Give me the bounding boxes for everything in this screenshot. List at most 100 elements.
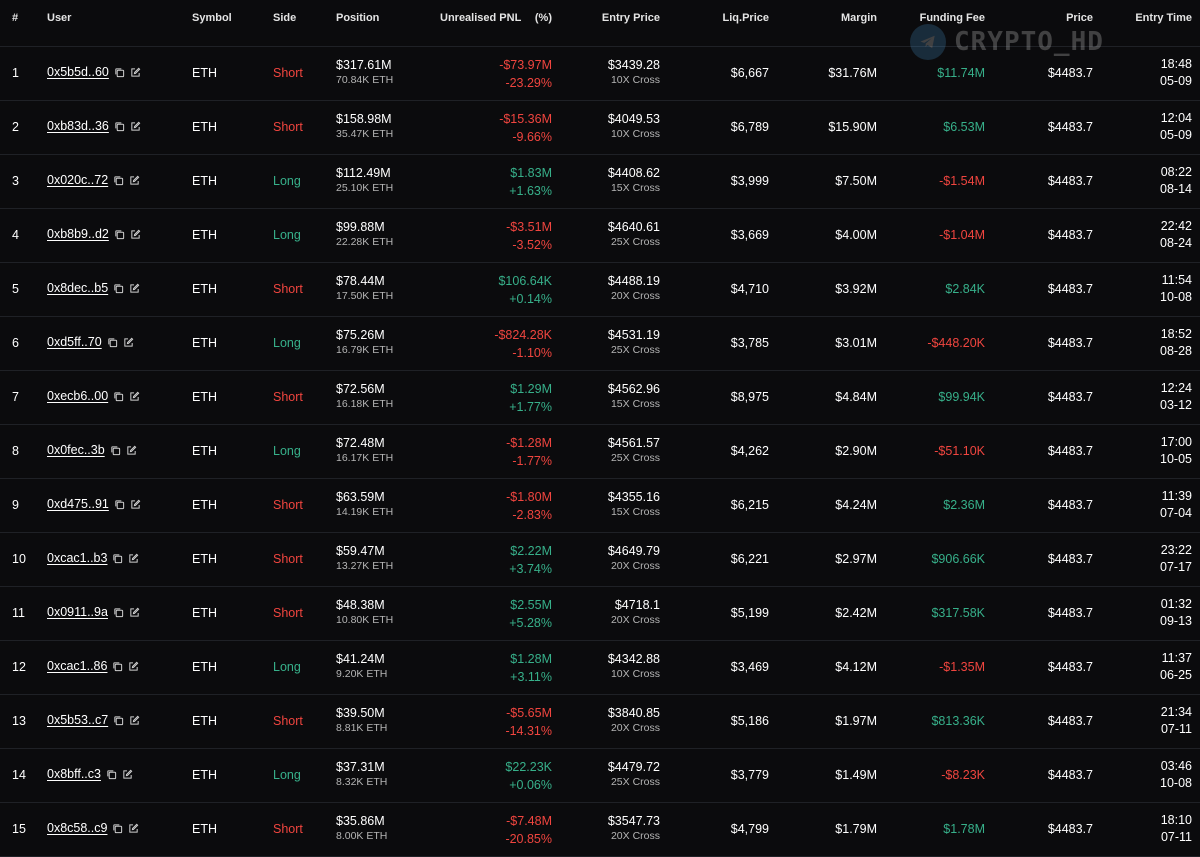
copy-icon[interactable]	[106, 769, 117, 780]
user-address-link[interactable]: 0x020c..72	[47, 173, 109, 187]
copy-icon[interactable]	[114, 229, 125, 240]
table-row[interactable]: 14 0x8bff..c3 ETH Long $37.31M 8.32K ETH…	[0, 749, 1200, 803]
edit-icon[interactable]	[126, 445, 137, 456]
copy-icon[interactable]	[113, 283, 124, 294]
user-address-link[interactable]: 0xb8b9..d2	[47, 227, 109, 241]
position-value: $158.98M	[336, 112, 392, 126]
user-address-link[interactable]: 0x5b53..c7	[47, 713, 109, 727]
table-row[interactable]: 8 0x0fec..3b ETH Long $72.48M 16.17K ETH…	[0, 425, 1200, 479]
header-entry-time[interactable]: Entry Time	[1135, 12, 1192, 24]
copy-icon[interactable]	[112, 823, 123, 834]
table-row[interactable]: 12 0xcac1..86 ETH Long $41.24M 9.20K ETH…	[0, 641, 1200, 695]
header-margin[interactable]: Margin	[840, 12, 877, 24]
user-address-link[interactable]: 0x5b5d..60	[47, 65, 109, 79]
liq-price: $6,215	[730, 498, 769, 512]
table-row[interactable]: 15 0x8c58..c9 ETH Short $35.86M 8.00K ET…	[0, 803, 1200, 857]
table-row[interactable]: 11 0x0911..9a ETH Short $48.38M 10.80K E…	[0, 587, 1200, 641]
entry-time: 11:54 10-08	[1160, 272, 1192, 306]
liq-price: $4,799	[730, 822, 769, 836]
user-address-link[interactable]: 0xd5ff..70	[47, 335, 102, 349]
edit-icon[interactable]	[129, 715, 140, 726]
symbol: ETH	[192, 120, 217, 134]
user-address-link[interactable]: 0xcac1..86	[47, 659, 108, 673]
header-side[interactable]: Side	[273, 12, 297, 24]
edit-icon[interactable]	[130, 121, 141, 132]
user-address-link[interactable]: 0xd475..91	[47, 497, 109, 511]
header-liq-price[interactable]: Liq.Price	[722, 12, 769, 24]
header-user[interactable]: User	[47, 12, 72, 24]
header-entry-price[interactable]: Entry Price	[601, 12, 660, 24]
header-price[interactable]: Price	[1066, 12, 1093, 24]
entry-time-clock: 18:10	[1160, 813, 1192, 827]
copy-icon[interactable]	[113, 607, 124, 618]
table-row[interactable]: 10 0xcac1..b3 ETH Short $59.47M 13.27K E…	[0, 533, 1200, 587]
table-row[interactable]: 13 0x5b53..c7 ETH Short $39.50M 8.81K ET…	[0, 695, 1200, 749]
pnl-cell: $1.28M +3.11%	[510, 650, 552, 686]
mark-price: $4483.7	[1047, 498, 1093, 512]
position-cell: $59.47M 13.27K ETH	[336, 544, 393, 572]
copy-icon[interactable]	[113, 175, 124, 186]
copy-icon[interactable]	[112, 553, 123, 564]
copy-icon[interactable]	[114, 67, 125, 78]
copy-icon[interactable]	[110, 445, 121, 456]
copy-icon[interactable]	[114, 121, 125, 132]
entry-time-clock: 12:24	[1160, 381, 1192, 395]
edit-icon[interactable]	[128, 661, 139, 672]
entry-cell: $4718.1 20X Cross	[611, 598, 660, 626]
edit-icon[interactable]	[130, 229, 141, 240]
unrealised-pnl: $2.55M	[510, 598, 552, 612]
entry-time-clock: 23:22	[1160, 543, 1192, 557]
edit-icon[interactable]	[129, 283, 140, 294]
table-row[interactable]: 9 0xd475..91 ETH Short $63.59M 14.19K ET…	[0, 479, 1200, 533]
header-position[interactable]: Position	[336, 12, 380, 24]
unrealised-pnl: $1.28M	[510, 652, 552, 666]
table-row[interactable]: 5 0x8dec..b5 ETH Short $78.44M 17.50K ET…	[0, 263, 1200, 317]
copy-icon[interactable]	[112, 661, 123, 672]
edit-icon[interactable]	[130, 67, 141, 78]
entry-cell: $4342.88 10X Cross	[608, 652, 660, 680]
entry-date: 05-09	[1160, 128, 1192, 142]
user-address-link[interactable]: 0xcac1..b3	[47, 551, 108, 565]
user-address-link[interactable]: 0xecb6..00	[47, 389, 109, 403]
user-address-link[interactable]: 0x8bff..c3	[47, 767, 101, 781]
copy-icon[interactable]	[113, 715, 124, 726]
copy-icon[interactable]	[113, 391, 124, 402]
edit-icon[interactable]	[128, 553, 139, 564]
edit-icon[interactable]	[129, 607, 140, 618]
entry-time-clock: 11:54	[1161, 273, 1192, 287]
header-pct[interactable]: (%)	[534, 12, 552, 24]
side: Short	[273, 66, 303, 80]
row-number: 11	[12, 606, 25, 620]
edit-icon[interactable]	[128, 823, 139, 834]
row-number: 13	[12, 714, 26, 728]
edit-icon[interactable]	[122, 769, 133, 780]
entry-time-clock: 03:46	[1160, 759, 1192, 773]
table-row[interactable]: 2 0xb83d..36 ETH Short $158.98M 35.47K E…	[0, 101, 1200, 155]
user-address-link[interactable]: 0x0911..9a	[47, 605, 108, 619]
user-address-link[interactable]: 0xb83d..36	[47, 119, 109, 133]
header-pnl[interactable]: Unrealised PNL	[440, 12, 522, 24]
table-row[interactable]: 7 0xecb6..00 ETH Short $72.56M 16.18K ET…	[0, 371, 1200, 425]
user-address-link[interactable]: 0x0fec..3b	[47, 443, 105, 457]
liq-price: $4,262	[730, 444, 769, 458]
user-address-link[interactable]: 0x8dec..b5	[47, 281, 109, 295]
table-row[interactable]: 6 0xd5ff..70 ETH Long $75.26M 16.79K ETH…	[0, 317, 1200, 371]
edit-icon[interactable]	[123, 337, 134, 348]
header-symbol[interactable]: Symbol	[192, 12, 232, 24]
edit-icon[interactable]	[129, 175, 140, 186]
user-address-link[interactable]: 0x8c58..c9	[47, 821, 108, 835]
table-row[interactable]: 3 0x020c..72 ETH Long $112.49M 25.10K ET…	[0, 155, 1200, 209]
edit-icon[interactable]	[130, 499, 141, 510]
row-number: 2	[12, 120, 19, 134]
table-row[interactable]: 1 0x5b5d..60 ETH Short $317.61M 70.84K E…	[0, 47, 1200, 101]
header-funding-fee[interactable]: Funding Fee	[919, 12, 985, 24]
mark-price: $4483.7	[1047, 174, 1093, 188]
edit-icon[interactable]	[129, 391, 140, 402]
copy-icon[interactable]	[114, 499, 125, 510]
table-row[interactable]: 4 0xb8b9..d2 ETH Long $99.88M 22.28K ETH…	[0, 209, 1200, 263]
side: Short	[273, 282, 303, 296]
position-cell: $112.49M 25.10K ETH	[336, 166, 393, 194]
copy-icon[interactable]	[107, 337, 118, 348]
position-cell: $37.31M 8.32K ETH	[336, 760, 387, 788]
